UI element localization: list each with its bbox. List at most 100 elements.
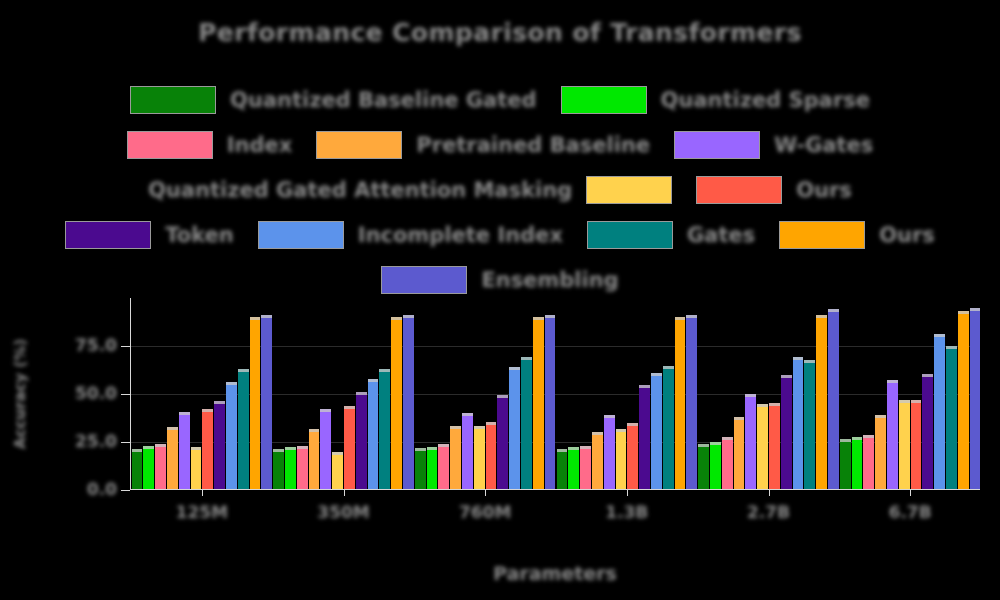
bar[interactable] bbox=[532, 317, 544, 489]
bar[interactable] bbox=[414, 447, 426, 489]
bar[interactable] bbox=[745, 393, 757, 489]
bar[interactable] bbox=[863, 435, 875, 489]
bar[interactable] bbox=[237, 369, 249, 489]
bar[interactable] bbox=[780, 374, 792, 489]
x-axis-tick bbox=[485, 489, 487, 496]
bar[interactable] bbox=[332, 451, 343, 489]
bar[interactable] bbox=[875, 415, 887, 489]
bar[interactable] bbox=[509, 367, 521, 489]
legend-entry[interactable]: Pretrained Baseline bbox=[316, 130, 650, 159]
legend-entry[interactable]: Incomplete Index bbox=[257, 220, 563, 249]
bar[interactable] bbox=[827, 309, 839, 489]
bar[interactable] bbox=[355, 392, 367, 489]
gridline bbox=[131, 442, 980, 443]
bar[interactable] bbox=[568, 446, 580, 489]
bar[interactable] bbox=[686, 315, 698, 489]
bar[interactable] bbox=[450, 425, 462, 489]
bar[interactable] bbox=[166, 426, 178, 489]
bar[interactable] bbox=[261, 315, 273, 489]
gridline bbox=[131, 394, 980, 395]
bar[interactable] bbox=[131, 448, 143, 489]
bar[interactable] bbox=[367, 378, 379, 489]
x-axis-tick bbox=[910, 489, 912, 496]
bar[interactable] bbox=[674, 317, 686, 489]
bar[interactable] bbox=[804, 360, 816, 489]
legend-entry[interactable]: Token bbox=[65, 220, 234, 249]
legend-entry[interactable]: Quantized Gated Attention Masking bbox=[148, 175, 673, 204]
bar[interactable] bbox=[946, 345, 957, 489]
bar[interactable] bbox=[922, 373, 934, 489]
bar[interactable] bbox=[650, 372, 662, 489]
y-axis-tick bbox=[121, 490, 130, 491]
y-axis-tick-label: 0.0 bbox=[86, 480, 117, 500]
bar[interactable] bbox=[768, 402, 780, 489]
legend-entry[interactable]: Ours bbox=[779, 220, 935, 249]
bar[interactable] bbox=[898, 399, 910, 489]
bar[interactable] bbox=[379, 369, 391, 489]
bar[interactable] bbox=[273, 448, 284, 489]
bar[interactable] bbox=[934, 334, 946, 489]
bar[interactable] bbox=[190, 446, 202, 489]
bar[interactable] bbox=[544, 315, 556, 489]
bar[interactable] bbox=[698, 443, 709, 489]
bar[interactable] bbox=[969, 307, 981, 489]
y-axis-tick-label: 50.0 bbox=[75, 384, 117, 404]
bar[interactable] bbox=[839, 439, 851, 489]
bar[interactable] bbox=[792, 357, 804, 489]
bar[interactable] bbox=[462, 413, 473, 489]
bar[interactable] bbox=[591, 432, 603, 489]
bar[interactable] bbox=[391, 317, 402, 489]
bar[interactable] bbox=[580, 445, 591, 489]
bar[interactable] bbox=[710, 441, 721, 489]
bar[interactable] bbox=[851, 437, 863, 489]
legend-entry[interactable]: Index bbox=[126, 130, 292, 159]
bar[interactable] bbox=[296, 445, 308, 489]
bar[interactable] bbox=[320, 409, 332, 489]
bar[interactable] bbox=[721, 437, 733, 489]
x-axis-tick-label: 125M bbox=[175, 503, 229, 523]
bar[interactable] bbox=[225, 382, 237, 489]
bar[interactable] bbox=[402, 315, 414, 489]
bar[interactable] bbox=[603, 415, 615, 489]
bar[interactable] bbox=[308, 429, 320, 489]
legend-entry[interactable]: W-Gates bbox=[674, 130, 873, 159]
bar[interactable] bbox=[214, 400, 225, 489]
legend-entry[interactable]: Gates bbox=[586, 220, 755, 249]
bar[interactable] bbox=[556, 448, 568, 489]
legend-entry[interactable]: Ensembling bbox=[381, 265, 619, 294]
bar[interactable] bbox=[178, 412, 190, 489]
bar[interactable] bbox=[887, 379, 898, 489]
bar[interactable] bbox=[343, 406, 355, 489]
bar[interactable] bbox=[816, 315, 827, 489]
bar[interactable] bbox=[627, 422, 639, 489]
bar[interactable] bbox=[473, 425, 485, 489]
bar[interactable] bbox=[521, 357, 532, 489]
legend-entry[interactable]: Quantized Sparse bbox=[560, 85, 870, 114]
legend-swatch-icon bbox=[316, 130, 403, 159]
legend-row: Quantized Baseline Gated Quantized Sparse bbox=[60, 78, 940, 121]
bar[interactable] bbox=[910, 399, 922, 489]
bar[interactable] bbox=[485, 421, 497, 489]
bar[interactable] bbox=[285, 446, 296, 489]
bar[interactable] bbox=[155, 443, 166, 489]
x-axis-tick-label: 1.3B bbox=[605, 503, 649, 523]
legend-entry[interactable]: Quantized Baseline Gated bbox=[130, 85, 537, 114]
bar[interactable] bbox=[426, 446, 438, 489]
bar[interactable] bbox=[662, 366, 674, 489]
legend-entry[interactable]: Ours bbox=[696, 175, 852, 204]
bar[interactable] bbox=[143, 445, 155, 489]
bar[interactable] bbox=[957, 311, 969, 489]
bar[interactable] bbox=[733, 417, 745, 489]
bar[interactable] bbox=[757, 403, 768, 489]
bar[interactable] bbox=[615, 428, 627, 489]
bar[interactable] bbox=[639, 385, 650, 489]
bar-group bbox=[273, 298, 415, 489]
bar[interactable] bbox=[438, 443, 450, 489]
bar[interactable] bbox=[249, 317, 261, 489]
legend-label: Quantized Baseline Gated bbox=[230, 87, 537, 112]
x-axis-label: Parameters bbox=[493, 563, 617, 585]
bar[interactable] bbox=[202, 409, 214, 489]
plot-area: 0.0 25.0 50.0 75.0 125M 350M 760M 1.3B 2.7B 6.7B bbox=[75, 298, 981, 523]
bar[interactable] bbox=[497, 394, 509, 489]
